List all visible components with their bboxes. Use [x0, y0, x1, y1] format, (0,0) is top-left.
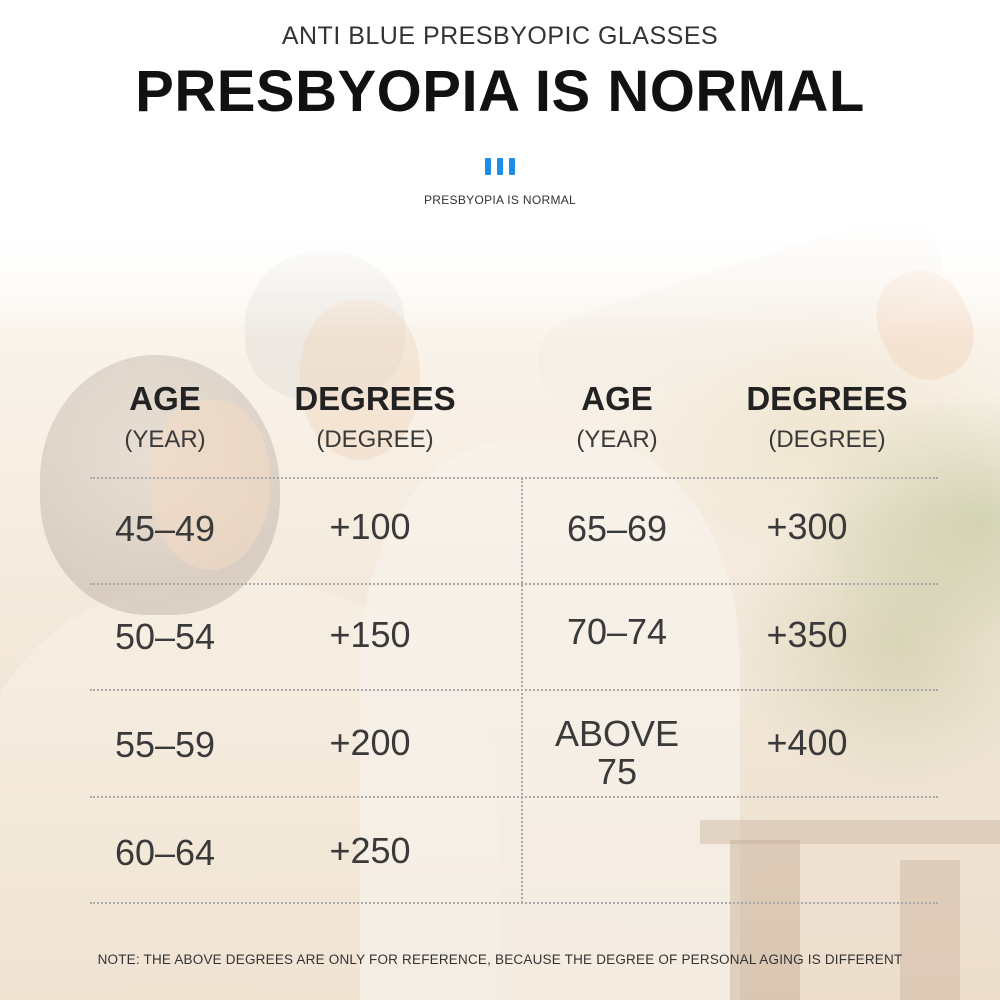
col-header-age-left: AGE — [129, 380, 201, 417]
table-cell-degree: +150 — [329, 614, 411, 655]
section-caption: PRESBYOPIA IS NORMAL — [423, 193, 577, 207]
table-cell-degree: +350 — [766, 614, 848, 655]
bar — [497, 158, 503, 175]
col-header-degrees-right: DEGREES — [746, 380, 908, 417]
page-title: PRESBYOPIA IS NORMAL — [135, 59, 865, 124]
row-divider — [90, 796, 938, 798]
table-cell-age: 70–74 — [566, 611, 668, 652]
col-unit-age-left: (YEAR) — [124, 426, 206, 453]
reference-note: NOTE: THE ABOVE DEGREES ARE ONLY FOR REF… — [97, 952, 903, 967]
col-header-age-right: AGE — [581, 380, 653, 417]
table-cell-degree: +100 — [329, 506, 411, 547]
table-cell-age-line2: 75 — [596, 751, 638, 792]
column-divider — [521, 478, 523, 903]
bar — [485, 158, 491, 175]
product-subtitle: ANTI BLUE PRESBYOPIC GLASSES — [281, 22, 719, 50]
row-divider — [90, 477, 938, 479]
table-cell-degree: +300 — [766, 506, 848, 547]
table-cell-age: 45–49 — [114, 508, 216, 549]
table-cell-age-line1: ABOVE — [554, 713, 680, 754]
col-unit-age-right: (YEAR) — [576, 426, 658, 453]
col-header-degrees-left: DEGREES — [294, 380, 456, 417]
table-cell-age: 50–54 — [114, 616, 216, 657]
table-cell-age: 55–59 — [114, 724, 216, 765]
table-cell-age: 60–64 — [114, 832, 216, 873]
col-unit-degrees-left: (DEGREE) — [316, 426, 434, 453]
table-cell-degree: +200 — [329, 722, 411, 763]
col-unit-degrees-right: (DEGREE) — [768, 426, 886, 453]
table-cell-degree: +400 — [766, 722, 848, 763]
row-divider — [90, 902, 938, 904]
table-cell-age: 65–69 — [566, 508, 668, 549]
row-divider — [90, 583, 938, 585]
row-divider — [90, 689, 938, 691]
bar — [509, 158, 515, 175]
table-cell-degree: +250 — [329, 830, 411, 871]
bars-icon — [485, 158, 515, 175]
